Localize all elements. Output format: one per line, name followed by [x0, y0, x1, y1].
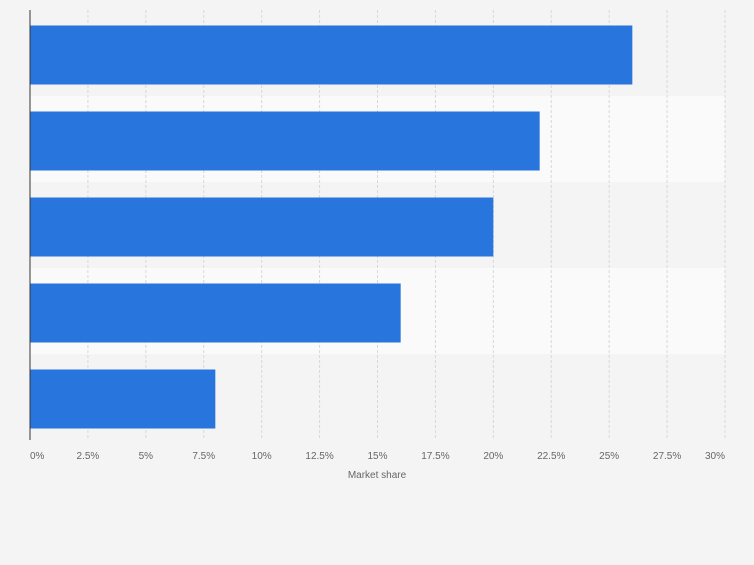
x-tick-label: 25% [599, 451, 619, 462]
x-tick-label: 20% [483, 451, 503, 462]
x-tick-label: 17.5% [421, 451, 449, 462]
x-tick-label: 2.5% [77, 451, 100, 462]
x-tick-label: 27.5% [653, 451, 681, 462]
bar[interactable] [30, 197, 494, 257]
bars [30, 25, 633, 429]
x-tick-label: 22.5% [537, 451, 565, 462]
x-tick-label: 0% [30, 451, 45, 462]
bar[interactable] [30, 283, 401, 343]
x-axis-label: Market share [348, 470, 407, 481]
bar[interactable] [30, 25, 633, 85]
x-tick-label: 10% [252, 451, 272, 462]
x-tick-label: 7.5% [192, 451, 215, 462]
x-tick-label: 12.5% [305, 451, 333, 462]
bar[interactable] [30, 111, 540, 171]
x-tick-labels: 0% 2.5% 5% 7.5% 10% 12.5% 15% 17.5% 20% 22.5% 25% 2… [30, 451, 725, 462]
x-tick-label: 30% [705, 451, 725, 462]
x-tick-label: 15% [367, 451, 387, 462]
bar[interactable] [30, 369, 216, 429]
x-tick-label: 5% [139, 451, 154, 462]
